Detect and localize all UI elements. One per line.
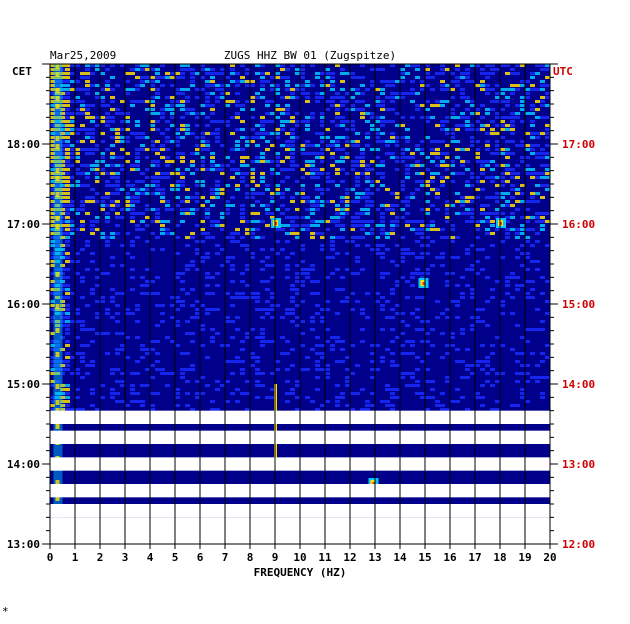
x-tick-label-19: 19 (518, 551, 531, 564)
x-tick-label-7: 7 (222, 551, 229, 564)
x-tick-label-8: 8 (247, 551, 254, 564)
feature-3 (368, 478, 379, 488)
feature-5 (418, 278, 429, 288)
x-tick-label-18: 18 (493, 551, 506, 564)
x-tick-label-20: 20 (543, 551, 556, 564)
y-left-tick-label-1: 17:00 (7, 218, 40, 231)
left-timezone-label: CET (12, 65, 32, 78)
grid-lines (49, 63, 551, 545)
x-tick-label-17: 17 (468, 551, 481, 564)
x-tick-label-11: 11 (318, 551, 332, 564)
axis-ticks (42, 63, 558, 549)
x-tick-label-5: 5 (172, 551, 179, 564)
footer-mark: * (2, 605, 9, 618)
x-tick-label-4: 4 (147, 551, 154, 564)
x-tick-label-13: 13 (368, 551, 381, 564)
feature-4 (496, 218, 506, 228)
y-right-tick-label-2: 15:00 (562, 298, 595, 311)
x-tick-label-14: 14 (393, 551, 407, 564)
x-tick-label-9: 9 (272, 551, 279, 564)
x-tick-label-15: 15 (418, 551, 431, 564)
x-tick-label-3: 3 (122, 551, 129, 564)
x-tick-label-12: 12 (343, 551, 356, 564)
station-title: ZUGS HHZ BW 01 (Zugspitze) (224, 49, 396, 62)
y-right-tick-label-5: 12:00 (562, 538, 595, 551)
x-tick-label-1: 1 (72, 551, 79, 564)
feature-0 (53, 64, 63, 544)
y-left-tick-label-4: 14:00 (7, 458, 40, 471)
y-left-tick-label-2: 16:00 (7, 298, 40, 311)
x-tick-label-0: 0 (47, 551, 54, 564)
x-tick-label-10: 10 (293, 551, 306, 564)
spectrogram-texture (50, 64, 550, 411)
x-axis-label: FREQUENCY (HZ) (254, 566, 347, 579)
y-right-tick-label-0: 17:00 (562, 138, 595, 151)
y-right-tick-label-1: 16:00 (562, 218, 595, 231)
y-right-tick-label-3: 14:00 (562, 378, 595, 391)
x-tick-label-6: 6 (197, 551, 204, 564)
x-tick-label-2: 2 (97, 551, 104, 564)
feature-2 (271, 218, 281, 228)
x-tick-label-16: 16 (443, 551, 457, 564)
y-left-tick-label-5: 13:00 (7, 538, 40, 551)
date-label: Mar25,2009 (50, 49, 116, 62)
y-left-tick-label-0: 18:00 (7, 138, 40, 151)
right-timezone-label: UTC (553, 65, 573, 78)
y-left-tick-label-3: 15:00 (7, 378, 40, 391)
axis-tick-labels: 0 1 2 3 4 5 6 7 8 9 10 11 12 13 14 15 16 17 18 19 2018:0017:… (7, 138, 595, 564)
y-right-tick-label-4: 13:00 (562, 458, 595, 471)
